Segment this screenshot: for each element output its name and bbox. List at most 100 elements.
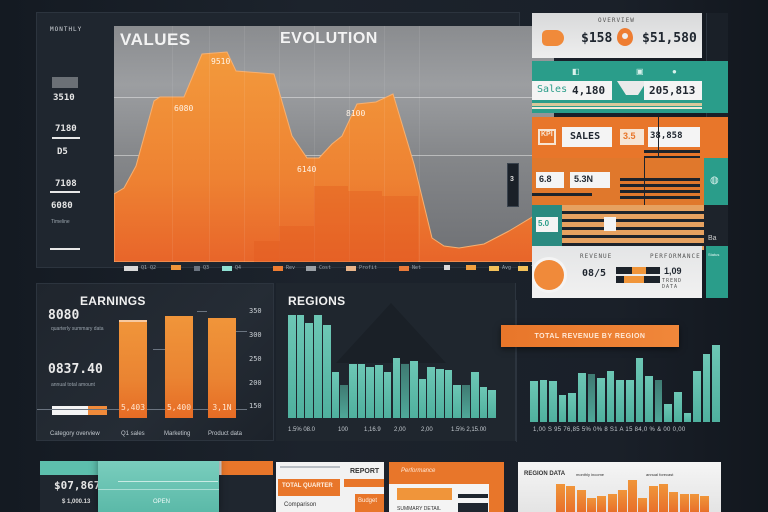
bar[interactable] — [626, 380, 634, 422]
y-tick: 200 — [249, 379, 262, 387]
y-tick: 250 — [249, 355, 262, 363]
kpi-card-progress[interactable]: 5.0 Ba — [532, 205, 728, 250]
legend-swatch — [489, 265, 499, 271]
bar[interactable] — [409, 361, 418, 418]
legend-item[interactable]: Q3 — [194, 265, 209, 271]
bottom-card-region[interactable]: REGION DATA monthly income annual foreca… — [518, 462, 721, 512]
bar[interactable] — [654, 380, 663, 422]
bar[interactable] — [314, 315, 322, 418]
bar[interactable] — [401, 364, 409, 418]
kpi-card-sales[interactable]: ◧ ▣ ● Sales 4,180 205,813 — [532, 61, 728, 113]
bar[interactable] — [488, 390, 496, 418]
x-label: Q1 sales — [121, 431, 145, 437]
legend-item[interactable]: Cost — [306, 265, 331, 271]
kpi-value: 08/5 — [582, 268, 607, 279]
bar[interactable] — [392, 358, 401, 418]
bar[interactable] — [357, 364, 366, 418]
bar[interactable] — [683, 413, 692, 422]
filter-button[interactable] — [52, 77, 78, 88]
bar[interactable] — [578, 372, 586, 422]
revenue-region-bar-chart: 1,00 S 95 76,85 5% 0% 8 S1 A 15 84,0 % &… — [516, 300, 728, 442]
bar — [566, 486, 576, 512]
bar[interactable] — [331, 371, 340, 418]
y-tick: 300 — [249, 331, 262, 339]
peak-label: 6080 — [174, 104, 194, 113]
bottom-card-balance[interactable]: $07,867 $ 1,000.13 OPEN — [40, 461, 273, 512]
bar[interactable] — [539, 380, 548, 422]
bar[interactable] — [587, 373, 596, 422]
kpi-card-sales-detail[interactable]: KPI SALES 3.5 38,858 — [532, 117, 728, 163]
bottom-card-report[interactable]: REPORT TOTAL QUARTER Comparison Budget — [276, 462, 384, 512]
open-panel[interactable]: OPEN — [98, 461, 219, 512]
kpi-column: OVERVIEW $158 $51,580 ◧ ▣ ● Sales 4,180 … — [528, 10, 728, 300]
kpi-card-revenue[interactable]: REVENUE PERFORMANCE 08/5 1,09 TREND DATA — [532, 246, 702, 298]
kpi-card-metrics[interactable]: 6.8 5.3N ◍ — [532, 158, 728, 208]
bar[interactable] — [664, 404, 672, 422]
bar[interactable] — [702, 353, 711, 422]
bar[interactable] — [462, 385, 470, 418]
bar[interactable] — [453, 385, 462, 418]
bottom-card-performance[interactable]: Performance SUMMARY DETAIL — [389, 462, 504, 512]
bar[interactable] — [712, 345, 720, 422]
bar — [586, 498, 596, 512]
peak-label: 8100 — [346, 109, 366, 118]
bar[interactable] — [418, 378, 427, 418]
legend-item[interactable]: Q1 Q2 — [124, 265, 156, 271]
legend-item[interactable]: Rev — [273, 265, 295, 271]
bar[interactable]: 5,400 — [165, 316, 193, 418]
bar[interactable] — [288, 315, 296, 418]
bar[interactable] — [693, 371, 701, 422]
legend-item[interactable]: Profit — [346, 265, 377, 271]
bar[interactable] — [558, 394, 567, 422]
bar[interactable] — [470, 371, 479, 418]
bar[interactable] — [383, 371, 392, 418]
legend-item[interactable] — [171, 265, 181, 270]
bar[interactable] — [568, 393, 576, 422]
bar[interactable] — [366, 366, 375, 418]
bar[interactable] — [375, 365, 383, 418]
legend-item[interactable] — [444, 265, 450, 270]
y-tick: 7108 — [55, 179, 77, 189]
bar[interactable] — [305, 323, 314, 418]
info-icon: ● — [672, 67, 677, 76]
bar[interactable] — [296, 315, 305, 418]
side-tab[interactable]: 3 — [507, 163, 519, 207]
legend-item[interactable]: Q4 — [222, 265, 241, 271]
bar[interactable] — [436, 368, 444, 418]
panel-title: REGIONS — [288, 294, 346, 308]
bar[interactable]: 5,403 — [119, 320, 147, 418]
bar — [669, 492, 679, 512]
bar[interactable] — [479, 387, 488, 418]
bar[interactable] — [530, 381, 538, 422]
x-label: Marketing — [164, 431, 191, 437]
legend-swatch — [171, 265, 181, 270]
regions-bar-chart: REGIONS 1.5% 08.0 100 1,16.9 2,00 2,00 1… — [276, 283, 516, 441]
bar[interactable] — [606, 371, 615, 422]
kpi-card-overview[interactable]: OVERVIEW $158 $51,580 — [532, 13, 702, 58]
bar[interactable] — [635, 358, 644, 422]
bar[interactable]: 3,1N — [208, 318, 236, 418]
bar[interactable] — [427, 366, 436, 418]
bar[interactable] — [348, 364, 357, 418]
bar — [679, 494, 689, 512]
bar[interactable] — [444, 369, 453, 418]
bar[interactable] — [549, 381, 557, 422]
status-tab[interactable]: Status — [706, 246, 728, 298]
legend-item[interactable]: Net — [399, 265, 421, 271]
legend-swatch — [194, 265, 200, 271]
header-tag: MONTHLY — [50, 26, 83, 33]
bar[interactable] — [674, 392, 682, 422]
bar[interactable] — [645, 375, 653, 422]
bar[interactable] — [597, 378, 605, 422]
bar[interactable] — [322, 325, 331, 418]
wallet-icon — [542, 30, 564, 46]
bar[interactable] — [616, 380, 624, 422]
kpi-value: $158 — [581, 31, 613, 46]
kpi-field: 5.3N — [570, 172, 610, 188]
legend-item[interactable]: Avg — [489, 265, 511, 271]
kpi-header: OVERVIEW — [598, 17, 635, 24]
revenue-banner[interactable]: TOTAL REVENUE BY REGION — [501, 325, 679, 347]
legend-item[interactable] — [466, 265, 476, 270]
x-label: Category overview — [50, 431, 100, 437]
bar[interactable] — [340, 385, 348, 418]
